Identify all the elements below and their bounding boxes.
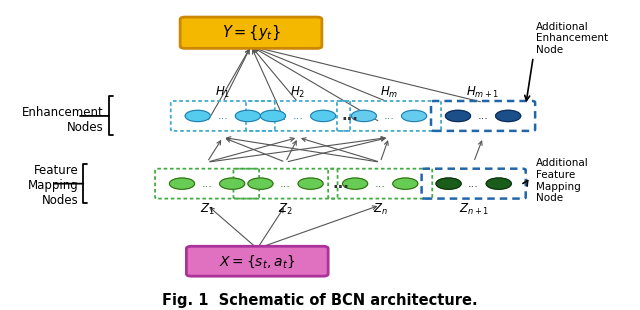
- Text: ...: ...: [333, 176, 350, 191]
- Text: $Z_2$: $Z_2$: [278, 202, 293, 216]
- Text: ...: ...: [292, 111, 303, 121]
- Text: $Y = \{y_t\}$: $Y = \{y_t\}$: [221, 24, 280, 42]
- Circle shape: [170, 178, 195, 189]
- Text: Fig. 1  Schematic of BCN architecture.: Fig. 1 Schematic of BCN architecture.: [162, 294, 478, 308]
- Text: Feature
Mapping
Nodes: Feature Mapping Nodes: [28, 164, 79, 206]
- Circle shape: [486, 178, 511, 189]
- FancyBboxPatch shape: [186, 246, 328, 276]
- Text: $H_2$: $H_2$: [291, 85, 306, 100]
- Circle shape: [220, 178, 244, 189]
- Circle shape: [298, 178, 323, 189]
- Circle shape: [351, 110, 376, 122]
- Text: ...: ...: [342, 108, 358, 123]
- Text: ...: ...: [477, 111, 488, 121]
- Text: ...: ...: [375, 179, 386, 189]
- Circle shape: [495, 110, 521, 122]
- Text: $H_m$: $H_m$: [380, 85, 398, 100]
- Text: ...: ...: [468, 179, 479, 189]
- FancyBboxPatch shape: [180, 17, 322, 48]
- Text: $Z_n$: $Z_n$: [372, 202, 388, 216]
- Text: ...: ...: [280, 179, 291, 189]
- Circle shape: [436, 178, 461, 189]
- Text: $H_1$: $H_1$: [215, 85, 230, 100]
- Circle shape: [185, 110, 210, 122]
- Text: ...: ...: [383, 111, 394, 121]
- Text: Additional
Enhancement
Node: Additional Enhancement Node: [536, 22, 609, 55]
- Circle shape: [236, 110, 260, 122]
- Circle shape: [445, 110, 470, 122]
- Text: $Z_{n+1}$: $Z_{n+1}$: [459, 202, 489, 216]
- Text: $Z_1$: $Z_1$: [200, 202, 214, 216]
- Circle shape: [393, 178, 418, 189]
- Circle shape: [310, 110, 336, 122]
- Circle shape: [260, 110, 285, 122]
- Circle shape: [248, 178, 273, 189]
- Text: Enhancement
Nodes: Enhancement Nodes: [22, 106, 104, 134]
- Text: $X = \{s_t, a_t\}$: $X = \{s_t, a_t\}$: [219, 253, 296, 270]
- Text: $H_{m+1}$: $H_{m+1}$: [467, 85, 500, 100]
- Circle shape: [401, 110, 427, 122]
- Text: ...: ...: [202, 179, 212, 189]
- Circle shape: [342, 178, 367, 189]
- Text: Additional
Feature
Mapping
Node: Additional Feature Mapping Node: [536, 158, 589, 203]
- Text: ...: ...: [218, 111, 228, 121]
